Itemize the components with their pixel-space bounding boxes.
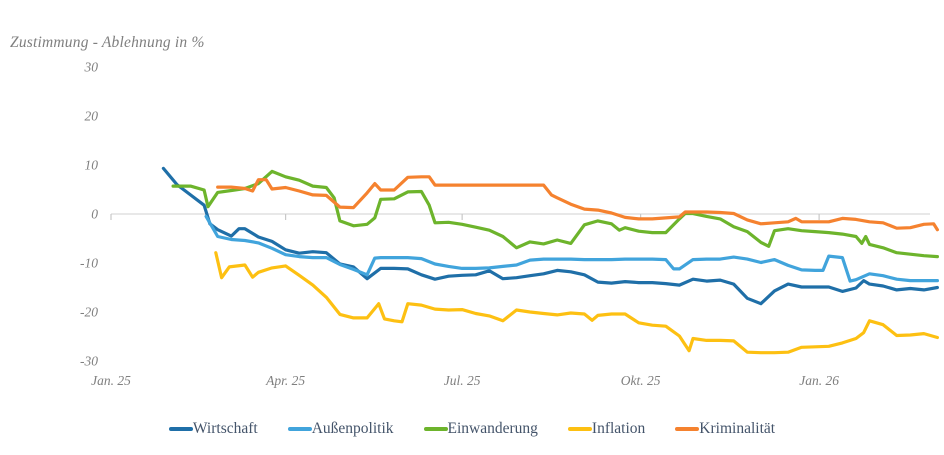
y-axis-label: 0: [91, 207, 98, 222]
x-axis-label: Apr. 25: [265, 373, 305, 388]
y-axis-label: 10: [85, 158, 99, 173]
legend-label-kriminalitaet: Kriminalität: [699, 420, 776, 437]
y-axis-label: -20: [80, 305, 98, 320]
y-axis-label: -10: [80, 256, 98, 271]
legend-dash-einwanderung: [423, 427, 448, 431]
legend-label-aussenpolitik: Außenpolitik: [311, 420, 394, 437]
x-axis-label: Jan. 25: [91, 373, 131, 388]
y-axis-label: 20: [85, 109, 99, 124]
legend-item-wirtschaft: Wirtschaft: [168, 419, 258, 439]
y-axis-label: -30: [80, 354, 98, 369]
x-axis-label: Jul. 25: [444, 373, 481, 388]
legend-label-inflation: Inflation: [591, 420, 646, 437]
legend-dash-kriminalitaet: [675, 427, 700, 431]
legend-item-inflation: Inflation: [567, 419, 646, 439]
legend-dash-aussenpolitik: [287, 427, 312, 431]
legend-dash-inflation: [567, 427, 592, 431]
series-line-inflation: [214, 251, 940, 355]
series-line-wirtschaft: [161, 166, 940, 306]
legend-item-einwanderung: Einwanderung: [423, 419, 538, 439]
legend-label-wirtschaft: Wirtschaft: [192, 420, 258, 437]
legend-label-einwanderung: Einwanderung: [447, 420, 538, 437]
legend-item-aussenpolitik: Außenpolitik: [287, 419, 394, 439]
legend-item-kriminalitaet: Kriminalität: [675, 419, 775, 439]
legend-dash-wirtschaft: [168, 427, 193, 431]
legend: Wirtschaft Außenpolitik Einwanderung Inflat…: [0, 419, 944, 439]
x-axis-label: Okt. 25: [621, 373, 661, 388]
chart-title: Zustimmung - Ablehnung in %: [10, 34, 205, 51]
y-axis-label: 30: [84, 60, 99, 75]
series-line-aussenpolitik: [204, 214, 940, 283]
series-line-einwanderung: [171, 169, 940, 259]
series-line-kriminalitaet: [216, 175, 940, 232]
x-axis-label: Jan. 26: [799, 373, 839, 388]
